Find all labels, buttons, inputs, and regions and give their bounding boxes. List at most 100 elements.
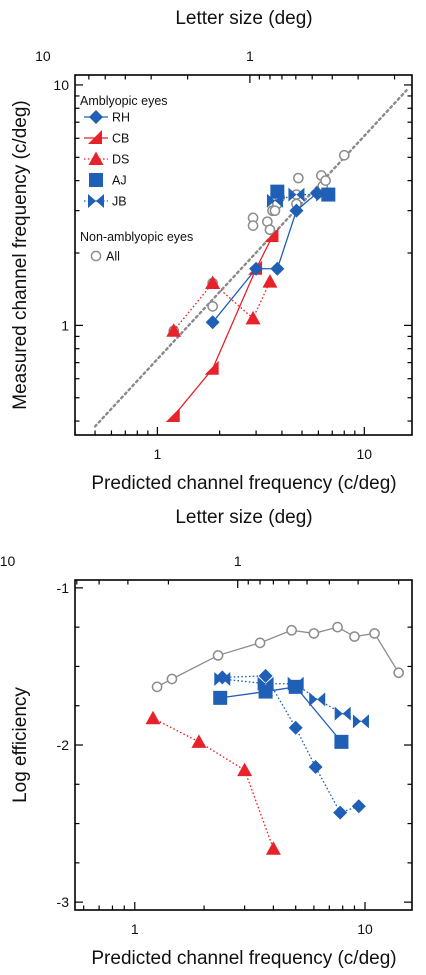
point-rh — [333, 805, 348, 820]
series-line-aj — [220, 686, 342, 743]
legend-label-rh: RH — [112, 111, 130, 125]
x-tick-label: 10 — [357, 446, 373, 462]
top-axis-ticks: 1010.1 — [35, 48, 396, 83]
point-jb — [214, 672, 231, 686]
legend-label-ds: DS — [112, 153, 129, 167]
point-all — [320, 175, 331, 186]
point-aj — [334, 734, 349, 749]
x-axis-title: Predicted channel frequency (c/deg) — [91, 948, 396, 969]
point-all — [207, 300, 218, 312]
legend-group-non-amblyopic: Non-amblyopic eyes — [80, 230, 193, 244]
x-tick-label: 10 — [357, 921, 373, 937]
point-all — [247, 220, 259, 231]
point-ds — [245, 310, 261, 325]
point-ds — [265, 841, 281, 855]
point-all — [308, 628, 320, 639]
point-ds — [191, 734, 207, 748]
panel-log-efficiency: Letter size (deg) 1010.1 110-1-2-3 Log e… — [0, 507, 413, 969]
point-cb — [264, 228, 279, 243]
series-jb — [214, 672, 369, 729]
x-axis-title: Predicted channel frequency (c/deg) — [91, 473, 396, 494]
series-ds — [145, 710, 281, 855]
legend-marker-rh — [89, 110, 103, 124]
point-all — [212, 650, 224, 661]
legend-group-amblyopic: Amblyopic eyes — [80, 94, 168, 108]
series-all — [168, 149, 350, 337]
series-line-ds — [173, 281, 271, 332]
y-tick-label: 10 — [53, 77, 69, 93]
top-axis-title: Letter size (deg) — [175, 507, 312, 528]
legend-item-aj: AJ — [89, 173, 127, 188]
point-all — [349, 631, 360, 642]
reference-line — [93, 89, 408, 428]
point-jb — [334, 706, 351, 721]
point-ds — [145, 710, 161, 725]
axis-ticks: 1 10 1 10 — [53, 77, 412, 462]
x-tick-label: 1 — [153, 446, 161, 462]
point-cb — [165, 407, 180, 422]
series-line-all — [156, 626, 400, 688]
point-all — [338, 149, 350, 161]
point-jb — [288, 187, 305, 202]
point-aj — [321, 187, 336, 202]
point-rh — [205, 315, 220, 330]
series-aj — [213, 679, 349, 749]
plot-frame — [74, 579, 413, 911]
point-jb — [309, 692, 326, 707]
point-all — [269, 205, 281, 217]
point-aj — [213, 690, 228, 705]
legend-label-aj: AJ — [112, 174, 127, 188]
legend-marker-cb — [88, 130, 102, 144]
point-jb — [287, 676, 304, 691]
point-ds — [166, 323, 182, 337]
y-tick-label: -2 — [57, 737, 70, 753]
top-axis-title: Letter size (deg) — [175, 8, 312, 29]
axis-ticks: 1 10 -1 -2 -3 — [57, 580, 412, 937]
legend-label-all: All — [106, 250, 120, 264]
series-cb — [165, 228, 279, 422]
point-all — [254, 637, 266, 649]
point-rh — [308, 760, 323, 774]
top-tick-label: 1 — [234, 553, 242, 569]
point-ds — [262, 274, 278, 288]
legend-entries: RH CB DS AJ JB — [84, 110, 130, 209]
plot-frame — [74, 74, 413, 436]
point-all — [332, 621, 343, 633]
plot-series — [165, 149, 350, 422]
legend-label-jb: JB — [112, 195, 127, 209]
top-tick-label: 10 — [0, 553, 15, 569]
point-aj — [258, 684, 273, 699]
point-ds — [237, 762, 253, 777]
legend-marker-all — [90, 250, 102, 262]
point-rh — [258, 668, 273, 683]
legend-item-ds: DS — [84, 151, 129, 167]
legend: Amblyopic eyes RH CB DS AJ JB Non-amblyopic … — [80, 94, 193, 264]
plot-series — [145, 621, 404, 855]
series-rh — [215, 668, 366, 820]
point-all — [166, 673, 178, 685]
point-all — [264, 224, 276, 236]
legend-item-jb: JB — [84, 194, 127, 209]
series-aj — [270, 184, 336, 202]
y-axis-title: Log efficiency — [10, 687, 31, 803]
legend-entry-all: All — [90, 250, 120, 264]
point-all — [393, 667, 404, 679]
series-ds — [166, 274, 278, 337]
top-tick-label: 10 — [35, 48, 51, 64]
point-rh — [289, 203, 304, 218]
series-all — [151, 621, 404, 693]
series-rh — [205, 186, 324, 330]
legend-label-cb: CB — [112, 132, 129, 146]
legend-item-rh: RH — [84, 110, 130, 125]
top-tick-label: 1 — [246, 48, 254, 64]
point-rh — [351, 799, 366, 814]
point-all — [286, 624, 297, 636]
point-rh — [249, 261, 264, 276]
point-cb — [204, 360, 219, 375]
y-tick-label: 1 — [61, 317, 69, 333]
legend-item-cb: CB — [84, 130, 129, 146]
y-tick-label: -3 — [57, 894, 70, 910]
series-line-cb — [173, 235, 274, 417]
